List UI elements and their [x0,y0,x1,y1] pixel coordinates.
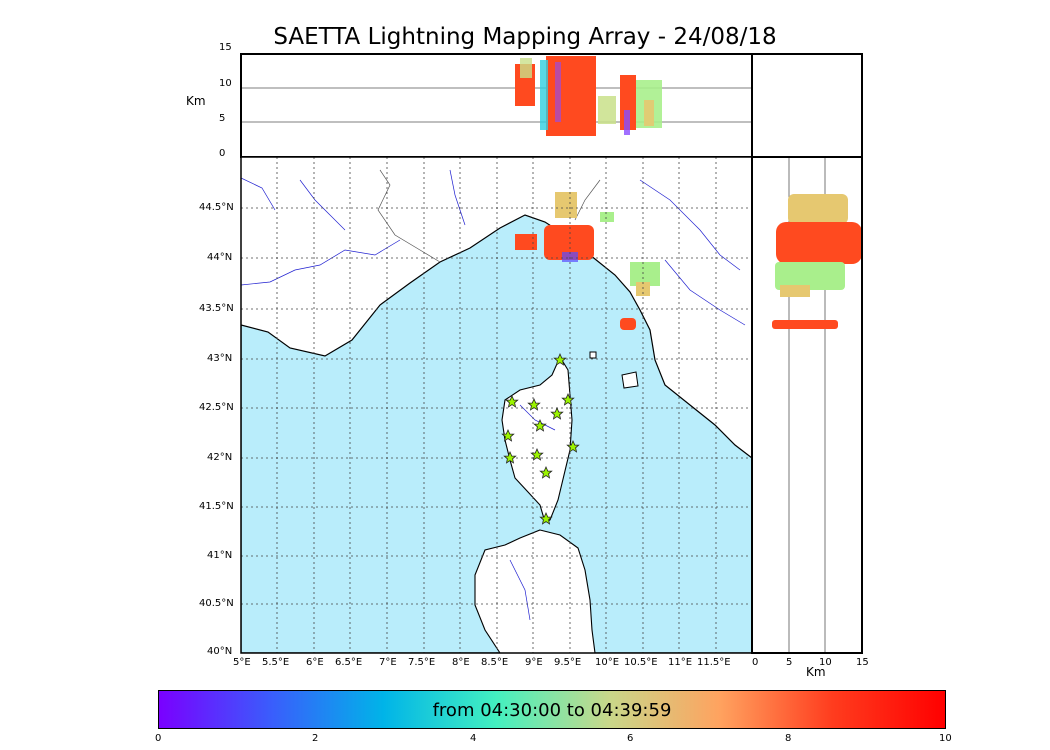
altitude-panel [240,53,863,158]
star-icon [505,395,519,408]
colorbar-tick: 10 [939,733,952,744]
lon-label: 6.5°E [335,657,363,668]
lat-label: 42°N [207,452,233,463]
stations [501,353,580,525]
star-icon [550,407,564,420]
borders [377,169,601,263]
chart-title: SAETTA Lightning Mapping Array - 24/08/1… [273,24,777,50]
side-flash-cluster [772,320,838,329]
colorbar-tick: 8 [785,733,792,744]
side-xlabel: Km [806,665,826,679]
lat-label: 41.5°N [199,501,234,512]
star-icon [533,419,547,432]
side-xtick: 5 [786,657,793,668]
star-icon [503,451,517,464]
lat-label: 44.5°N [199,202,234,213]
lon-label: 8°E [452,657,470,668]
lon-label: 9°E [525,657,543,668]
latitude-altitude-panel [751,156,863,654]
lat-label: 40.5°N [199,598,234,609]
star-icon [539,466,553,479]
colorbar-label: from 04:30:00 to 04:39:59 [432,700,672,721]
top-ytick: 5 [219,113,226,124]
lon-label: 8.5°E [481,657,509,668]
time-colorbar [158,690,946,729]
side-flash-cluster [776,222,862,264]
star-icon [501,429,515,442]
top-ytick: 15 [219,42,232,53]
lat-label: 41°N [207,550,233,561]
island [589,351,597,359]
graticule [241,157,752,653]
island [621,371,639,389]
lat-label: 43.5°N [199,303,234,314]
altitude-flash-cluster [546,56,596,136]
star-icon [539,512,553,525]
lat-label: 44°N [207,252,233,263]
top-ytick: 0 [219,148,226,159]
lon-label: 5°E [233,657,251,668]
rivers [241,169,746,621]
colorbar-tick: 2 [312,733,319,744]
star-icon [530,448,544,461]
lon-label: 6°E [306,657,324,668]
lon-label: 5.5°E [262,657,290,668]
colorbar-tick: 0 [155,733,162,744]
corsica-island [501,355,573,523]
colorbar-tick: 4 [470,733,477,744]
star-icon [566,440,580,453]
lat-label: 43°N [207,353,233,364]
lon-label: 11°E [668,657,693,668]
lon-label: 9.5°E [554,657,582,668]
side-xtick: 15 [856,657,869,668]
lightning-flash-clusters [515,192,660,330]
side-xtick: 10 [819,657,832,668]
lon-label: 7°E [379,657,397,668]
lat-label: 42.5°N [199,402,234,413]
star-icon [553,353,567,366]
lon-label: 7.5°E [408,657,436,668]
top-ylabel: Km [186,94,206,108]
top-ytick: 10 [219,78,232,89]
star-icon [561,393,575,406]
side-xtick: 0 [752,657,759,668]
lightning-map-figure [240,53,863,654]
map-panel [241,157,752,653]
colorbar-tick: 6 [627,733,634,744]
sardinia-island [474,529,596,653]
lat-label: 40°N [207,646,233,657]
star-icon [527,398,541,411]
lon-label: 10°E [595,657,620,668]
lon-label: 11.5°E [697,657,731,668]
lon-label: 10.5°E [624,657,658,668]
